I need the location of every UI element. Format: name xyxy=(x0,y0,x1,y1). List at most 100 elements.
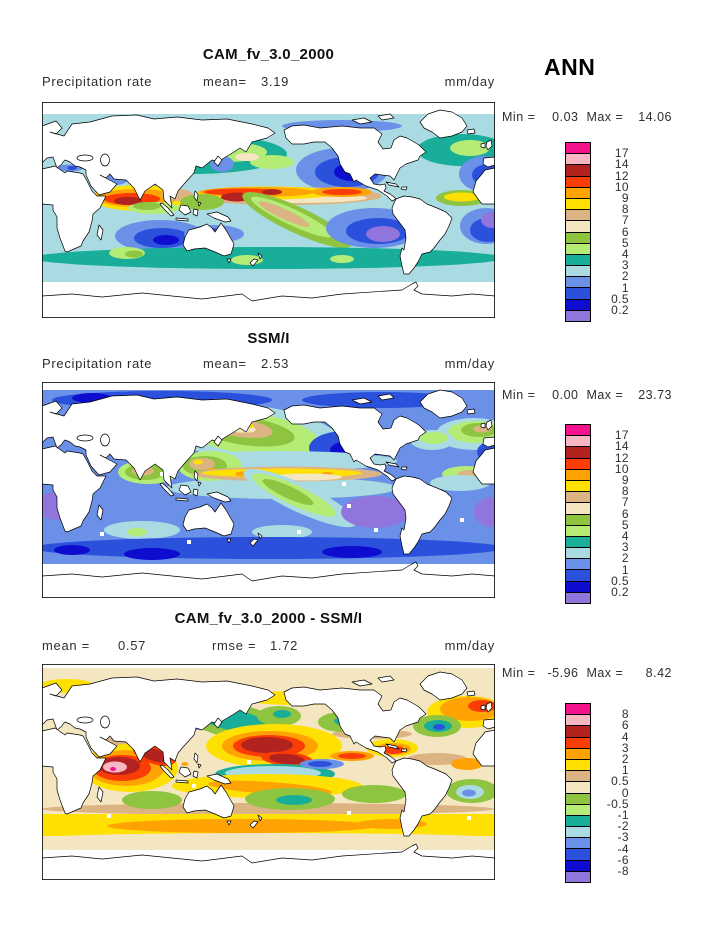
colorbar-level-label: 4 xyxy=(621,529,629,543)
season-label: ANN xyxy=(544,54,596,80)
colorbar-level-label: 6 xyxy=(621,718,629,733)
colorbar-level-label: 0.5 xyxy=(611,774,629,789)
colorbar-swatch xyxy=(566,187,590,199)
panel2-max-label: Max = xyxy=(586,388,624,402)
colorbar-level-label: 12 xyxy=(614,450,629,465)
colorbar-swatch xyxy=(566,458,590,470)
panel3-subheader: mean = 0.57 rmse = 1.72 mm/day xyxy=(42,638,495,654)
colorbar-swatch xyxy=(566,548,590,560)
panel2-minmax: Min = 0.00 Max = 23.73 xyxy=(502,388,672,402)
colorbar-level-label: 0 xyxy=(621,785,629,800)
panel1-min-label: Min = xyxy=(502,110,536,124)
colorbar-level-label: 2 xyxy=(621,269,629,284)
colorbar-level-label: 9 xyxy=(621,191,629,205)
colorbar-level-label: 8 xyxy=(621,484,629,499)
panel1-mean-label: mean= xyxy=(203,74,247,89)
map-ssmi-precipitation xyxy=(42,382,495,598)
colorbar-level-label: 5 xyxy=(621,235,629,250)
colorbar-level-label: 0.5 xyxy=(611,573,629,588)
colorbar-level-label: 7 xyxy=(621,213,629,228)
colorbar-swatch xyxy=(566,726,590,738)
colorbar-swatch xyxy=(566,525,590,537)
colorbar-swatches xyxy=(565,142,591,322)
colorbar-level-label: -0.5 xyxy=(606,796,629,811)
colorbar-swatch xyxy=(566,748,590,760)
colorbar-swatch xyxy=(566,198,590,211)
colorbar-level-label: 1 xyxy=(621,763,629,778)
panel1-units: mm/day xyxy=(444,74,495,89)
panel3-min-value: -5.96 xyxy=(547,666,579,680)
colorbar-swatch xyxy=(566,827,590,839)
colorbar-level-label: 3 xyxy=(621,740,629,755)
colorbar-level-label: 14 xyxy=(614,157,629,172)
colorbar-swatch xyxy=(566,592,590,603)
panel1-variable-label: Precipitation rate xyxy=(42,74,153,89)
panel1-subheader: Precipitation rate mean= 3.19 mm/day xyxy=(42,74,495,90)
colorbar-swatch xyxy=(566,815,590,828)
colorbar-swatch xyxy=(566,704,590,716)
panel2-subheader: Precipitation rate mean= 2.53 mm/day xyxy=(42,356,495,372)
colorbar-swatches xyxy=(565,703,591,883)
colorbar-level-label: 10 xyxy=(614,179,629,194)
colorbar-swatch xyxy=(566,210,590,222)
colorbar-level-label: 14 xyxy=(614,439,629,454)
colorbar-level-label: 12 xyxy=(614,168,629,183)
colorbar-level-label: 8 xyxy=(621,202,629,217)
map-cam-precipitation xyxy=(42,102,495,318)
panel1-minmax: Min = 0.03 Max = 14.06 xyxy=(502,110,672,124)
colorbar-swatch xyxy=(566,165,590,177)
panel3-max-label: Max = xyxy=(586,666,624,680)
panel2-units: mm/day xyxy=(444,356,495,371)
colorbar-level-label: 6 xyxy=(621,224,629,239)
colorbar-swatch xyxy=(566,447,590,459)
panel2-min-value: 0.00 xyxy=(552,388,579,402)
panel3-title: CAM_fv_3.0_2000 - SSM/I xyxy=(174,610,363,627)
colorbar-swatch xyxy=(566,503,590,515)
colorbar-swatch xyxy=(566,469,590,481)
colorbar-swatch xyxy=(566,715,590,727)
colorbar-swatch xyxy=(566,871,590,882)
colorbar-level-label: 17 xyxy=(614,146,629,161)
colorbar-swatch xyxy=(566,849,590,861)
colorbar-swatch xyxy=(566,514,590,526)
colorbar-swatch xyxy=(566,838,590,850)
colorbar-swatch xyxy=(566,559,590,571)
colorbar-level-label: 3 xyxy=(621,540,629,555)
colorbar-swatch xyxy=(566,221,590,233)
colorbar-level-label: 2 xyxy=(621,551,629,566)
colorbar-swatch xyxy=(566,176,590,188)
panel2-title: SSM/I xyxy=(247,330,290,347)
colorbar-swatch xyxy=(566,737,590,749)
panel3-max-value: 8.42 xyxy=(645,666,672,680)
panel3-rmse-label: rmse = xyxy=(212,638,257,653)
colorbar-level-label: -4 xyxy=(617,841,629,856)
colorbar-level-label: 0.2 xyxy=(611,585,629,599)
panel3-mean-value: 0.57 xyxy=(118,638,147,653)
colorbar-swatch xyxy=(566,759,590,772)
colorbar-swatch xyxy=(566,254,590,267)
colorbar-level-label: 6 xyxy=(621,506,629,521)
colorbar-level-label: 0.2 xyxy=(611,303,629,317)
colorbar-swatch xyxy=(566,581,590,593)
panel3-mean-label: mean = xyxy=(42,638,90,653)
panel2-mean-value: 2.53 xyxy=(261,356,290,371)
panel3-minmax: Min = -5.96 Max = 8.42 xyxy=(502,666,672,680)
colorbar-swatch xyxy=(566,480,590,493)
panel3-min-label: Min = xyxy=(502,666,536,680)
colorbar-level-label: 0.5 xyxy=(611,291,629,306)
colorbar-swatch xyxy=(566,492,590,504)
colorbar-level-label: -1 xyxy=(617,808,629,822)
panel1-title: CAM_fv_3.0_2000 xyxy=(202,46,335,63)
colorbar-swatch xyxy=(566,288,590,300)
colorbar-swatch xyxy=(566,154,590,166)
colorbar-level-label: -3 xyxy=(617,830,629,845)
colorbar-swatch xyxy=(566,299,590,311)
colorbar-swatch xyxy=(566,425,590,437)
colorbar-level-label: 9 xyxy=(621,473,629,487)
panel3-units: mm/day xyxy=(444,638,495,653)
panel1-mean-value: 3.19 xyxy=(261,74,290,89)
colorbar-level-label: 17 xyxy=(614,428,629,443)
colorbar-swatches xyxy=(565,424,591,604)
colorbar-level-label: 7 xyxy=(621,495,629,510)
colorbar-swatch xyxy=(566,771,590,783)
